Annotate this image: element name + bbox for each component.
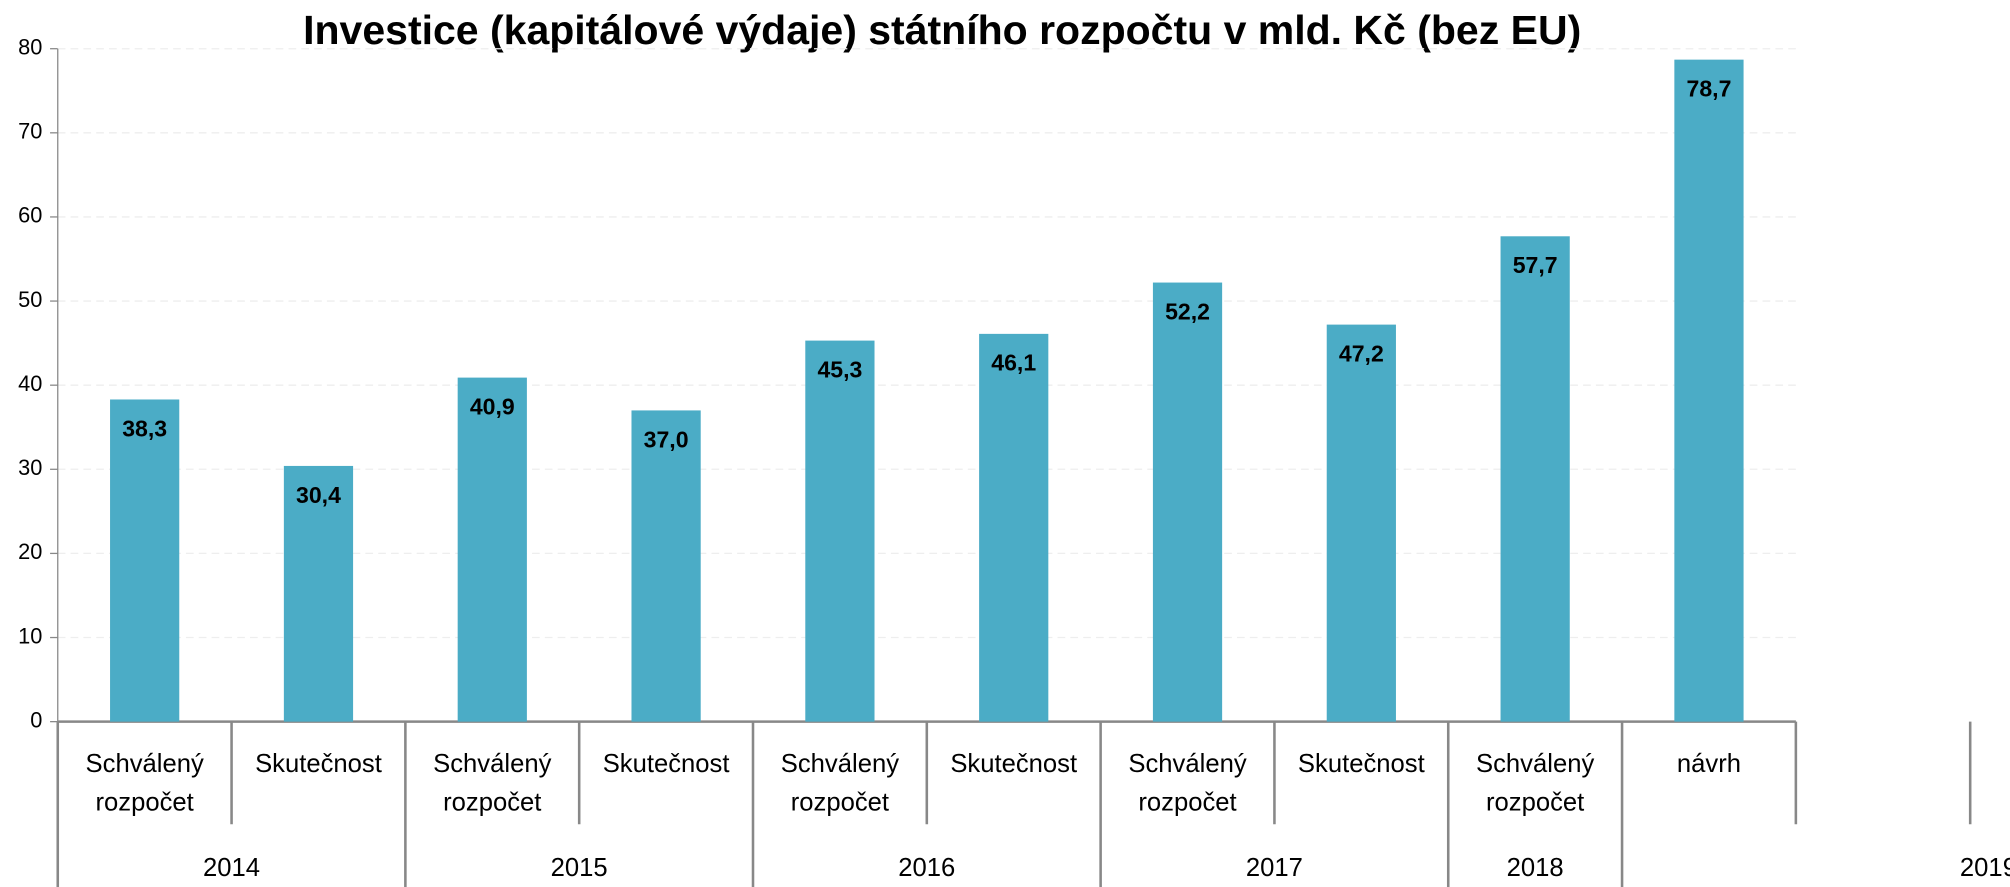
y-tick-label: 50 [18,287,42,312]
y-tick-label: 60 [18,203,42,228]
x-tick-label: Schválený [1128,750,1246,778]
x-tick-label: Skutečnost [1298,750,1425,778]
group-label: 2019 [1960,854,2010,882]
group-label: 2018 [1507,854,1564,882]
y-tick-label: 40 [18,371,42,396]
group-label: 2014 [203,854,260,882]
bar [631,410,701,722]
bar [979,333,1049,722]
group-label: 2015 [551,854,608,882]
x-tick-label: rozpočet [791,788,889,816]
y-tick-label: 80 [18,34,42,59]
bar [805,340,875,722]
data-label: 78,7 [1687,76,1732,102]
data-label: 46,1 [991,350,1036,376]
x-tick-label: Schválený [1476,750,1594,778]
data-label: 45,3 [817,356,862,382]
group-label: 2017 [1246,854,1303,882]
data-label: 37,0 [644,426,689,452]
y-tick-label: 20 [18,539,42,564]
data-label: 40,9 [470,393,515,419]
x-tick-label: rozpočet [443,788,541,816]
bar [1500,236,1570,722]
bar [1326,324,1396,722]
data-label: 57,7 [1513,252,1558,278]
group-label: 2016 [898,854,955,882]
y-tick-label: 70 [18,119,42,144]
x-tick-label: Schválený [433,750,551,778]
data-label: 38,3 [122,415,167,441]
y-tick-label: 0 [30,707,42,732]
x-tick-label: rozpočet [96,788,194,816]
x-tick-label: Schválený [86,750,204,778]
x-tick-label: rozpočet [1138,788,1236,816]
x-tick-label: návrh [1677,750,1741,778]
data-label: 52,2 [1165,298,1210,324]
x-tick-label: Skutečnost [255,750,382,778]
bar [110,399,180,722]
chart-title: Investice (kapitálové výdaje) státního r… [303,7,1581,53]
x-tick-label: Skutečnost [603,750,730,778]
data-label: 30,4 [296,482,341,508]
bar [457,377,527,722]
x-tick-label: rozpočet [1486,788,1584,816]
data-label: 47,2 [1339,340,1384,366]
x-tick-label: Schválený [781,750,899,778]
x-tick-label: Skutečnost [950,750,1077,778]
bar [283,465,354,722]
y-tick-label: 30 [18,455,42,480]
bar [1674,59,1744,722]
bar [1152,282,1223,722]
y-tick-label: 10 [18,623,42,648]
